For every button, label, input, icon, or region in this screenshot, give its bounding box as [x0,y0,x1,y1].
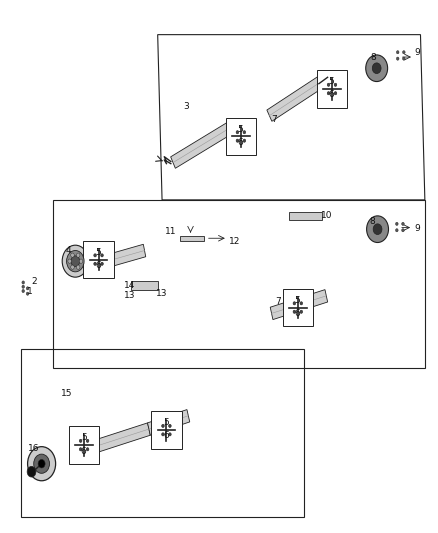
Text: 5: 5 [95,248,101,256]
Text: 11: 11 [165,227,177,236]
Circle shape [396,229,398,232]
Circle shape [327,92,330,95]
Circle shape [71,265,74,269]
Circle shape [26,292,29,295]
Text: 16: 16 [28,445,39,453]
Text: 6: 6 [95,262,101,270]
Text: 12: 12 [229,237,240,246]
Circle shape [62,245,88,277]
Circle shape [162,433,164,436]
Text: 13: 13 [156,289,168,297]
Circle shape [169,433,171,436]
Text: 6: 6 [81,447,87,456]
Circle shape [402,229,404,232]
Circle shape [38,459,45,468]
FancyBboxPatch shape [226,118,256,155]
Text: 8: 8 [370,217,376,225]
Circle shape [79,439,82,442]
Text: 5: 5 [163,418,170,426]
Circle shape [71,253,74,257]
Polygon shape [148,409,190,435]
Circle shape [334,92,337,95]
Circle shape [101,254,103,257]
Bar [180,236,204,241]
Circle shape [293,310,296,313]
Circle shape [76,253,80,257]
Circle shape [396,222,398,225]
Polygon shape [171,122,232,168]
FancyBboxPatch shape [83,241,114,278]
Circle shape [26,287,29,290]
Bar [131,281,158,290]
Circle shape [367,216,389,243]
Circle shape [243,131,246,134]
Text: 7: 7 [271,115,277,124]
Text: 7: 7 [275,297,281,305]
Text: 10: 10 [321,211,332,220]
Circle shape [67,251,84,272]
FancyBboxPatch shape [283,289,313,326]
Circle shape [27,466,36,477]
Circle shape [71,256,80,266]
Circle shape [236,139,239,142]
Circle shape [243,139,246,142]
Circle shape [293,302,296,305]
FancyBboxPatch shape [317,70,347,108]
Text: 5: 5 [328,77,335,85]
Circle shape [22,281,25,284]
Text: 3: 3 [183,102,189,111]
Circle shape [373,224,382,235]
Circle shape [327,83,330,86]
Circle shape [403,51,405,54]
FancyBboxPatch shape [151,411,182,449]
Circle shape [79,259,83,263]
Text: 5: 5 [294,296,300,304]
Text: 6: 6 [294,310,300,318]
Circle shape [94,262,96,265]
Text: 6: 6 [237,139,244,147]
Circle shape [86,448,89,451]
Text: 4: 4 [66,246,71,255]
Circle shape [403,57,405,60]
Circle shape [79,448,82,451]
Circle shape [300,302,303,305]
Circle shape [402,222,404,225]
Polygon shape [267,77,322,122]
Text: 9: 9 [414,224,420,233]
FancyBboxPatch shape [69,426,99,464]
Circle shape [372,63,381,74]
Circle shape [22,289,25,293]
Circle shape [76,265,80,269]
Polygon shape [82,423,150,457]
Circle shape [86,439,89,442]
Polygon shape [270,289,328,320]
Text: 6: 6 [328,91,335,99]
Circle shape [101,262,103,265]
Circle shape [28,447,56,481]
Text: 9: 9 [414,49,420,57]
Circle shape [22,285,25,288]
Circle shape [94,254,96,257]
Text: 15: 15 [61,389,72,398]
Text: 13: 13 [124,292,135,300]
Text: 6: 6 [163,432,170,440]
Circle shape [396,51,399,54]
Circle shape [68,259,71,263]
Text: 5: 5 [81,433,87,441]
Circle shape [162,424,164,427]
Text: 5: 5 [237,125,244,134]
Circle shape [300,310,303,313]
Polygon shape [93,244,146,271]
Text: 1: 1 [27,287,33,296]
Text: 14: 14 [124,281,135,289]
Circle shape [236,131,239,134]
Circle shape [366,55,388,82]
Text: 8: 8 [370,53,376,61]
Circle shape [396,57,399,60]
Circle shape [169,424,171,427]
Circle shape [34,454,49,473]
Bar [289,212,322,220]
Circle shape [334,83,337,86]
Text: 2: 2 [31,277,36,286]
